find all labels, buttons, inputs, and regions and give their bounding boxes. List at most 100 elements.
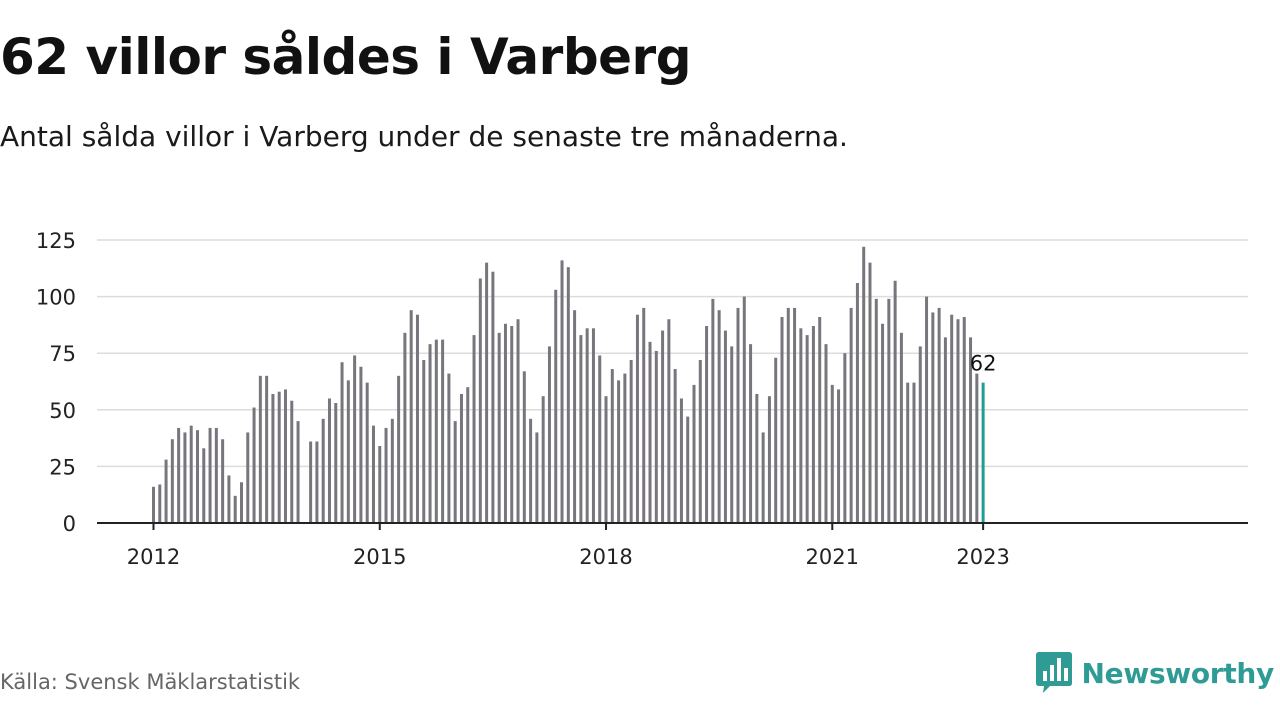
bar xyxy=(189,425,193,523)
bar xyxy=(705,326,709,523)
bar xyxy=(202,448,206,523)
bar xyxy=(485,262,489,523)
bar xyxy=(359,366,363,523)
bar xyxy=(516,319,520,523)
y-tick-label: 0 xyxy=(63,512,76,536)
x-tick-label: 2015 xyxy=(353,545,406,569)
data-labels: 62 xyxy=(970,352,997,376)
bar xyxy=(478,278,482,523)
bar xyxy=(818,316,822,523)
bar xyxy=(585,328,589,523)
bar xyxy=(409,310,413,523)
bar xyxy=(881,323,885,523)
bar xyxy=(183,432,187,523)
bar xyxy=(793,307,797,523)
x-tick-label: 2023 xyxy=(956,545,1009,569)
bar xyxy=(736,307,740,523)
bar xyxy=(415,314,419,523)
chart-title: 62 villor såldes i Varberg xyxy=(0,28,691,86)
bar xyxy=(899,332,903,523)
bar xyxy=(830,384,834,523)
bar xyxy=(334,403,338,523)
bar xyxy=(749,344,753,523)
y-tick-label: 50 xyxy=(49,399,76,423)
bar xyxy=(221,439,225,523)
bar xyxy=(315,441,319,523)
grid-lines xyxy=(97,239,1248,468)
bar xyxy=(195,430,199,523)
y-axis-ticks: 0 25 50 75 100 125 xyxy=(36,229,76,536)
bar xyxy=(422,359,426,523)
bar xyxy=(799,328,803,523)
bar xyxy=(177,427,181,523)
bar xyxy=(774,357,778,523)
x-tick-label: 2012 xyxy=(127,545,180,569)
bar xyxy=(170,439,174,523)
bar xyxy=(805,335,809,523)
y-tick-label: 75 xyxy=(49,342,76,366)
bar xyxy=(692,384,696,523)
bar xyxy=(717,310,721,523)
bar xyxy=(265,375,269,523)
y-tick-label: 25 xyxy=(49,455,76,479)
bar xyxy=(453,421,457,523)
newsworthy-logo[interactable]: Newsworthy xyxy=(1035,652,1275,694)
bar xyxy=(340,362,344,523)
bar xyxy=(390,418,394,523)
bar xyxy=(635,314,639,523)
bar xyxy=(459,393,463,523)
bar xyxy=(554,289,558,523)
bar xyxy=(604,396,608,523)
bar xyxy=(346,380,350,523)
bar-chart-badge-icon xyxy=(1035,652,1072,693)
bar xyxy=(510,326,514,523)
bar-chart: 0 25 50 75 100 125 2012 2015 2018 2021 2023 62 xyxy=(36,229,1248,569)
bar xyxy=(403,332,407,523)
bar xyxy=(862,246,866,524)
bar xyxy=(598,355,602,523)
bar xyxy=(428,344,432,523)
bar xyxy=(208,427,212,523)
brand-name: Newsworthy xyxy=(1081,656,1275,690)
bar xyxy=(365,382,369,523)
bar xyxy=(447,373,451,523)
bar xyxy=(943,337,947,523)
bar xyxy=(629,359,633,523)
bar xyxy=(887,298,891,523)
bar xyxy=(529,418,533,523)
bar xyxy=(378,446,382,523)
bar xyxy=(227,475,231,523)
bar xyxy=(158,484,162,523)
bar xyxy=(258,375,262,523)
bar xyxy=(742,296,746,523)
bar xyxy=(730,346,734,523)
bar xyxy=(849,307,853,523)
bar xyxy=(893,280,897,523)
bar xyxy=(164,459,168,523)
bar xyxy=(566,267,570,523)
bar xyxy=(434,339,438,523)
bar xyxy=(371,425,375,523)
bar xyxy=(623,373,627,523)
bar xyxy=(441,339,445,523)
bar xyxy=(837,389,841,523)
bar xyxy=(522,371,526,523)
bar xyxy=(679,398,683,523)
bar xyxy=(855,283,859,523)
bar xyxy=(868,262,872,523)
bar xyxy=(283,389,287,523)
y-tick-label: 125 xyxy=(36,229,76,253)
bar xyxy=(252,407,256,523)
bar xyxy=(617,380,621,523)
bar xyxy=(321,418,325,523)
bar xyxy=(824,344,828,523)
bar xyxy=(673,369,677,523)
bar xyxy=(723,330,727,523)
source-note: Källa: Svensk Mäklarstatistik xyxy=(0,670,301,694)
bar xyxy=(246,432,250,523)
bar xyxy=(956,319,960,523)
bar xyxy=(271,393,275,523)
bar xyxy=(811,326,815,523)
bar xyxy=(541,396,545,523)
bar xyxy=(648,341,652,523)
